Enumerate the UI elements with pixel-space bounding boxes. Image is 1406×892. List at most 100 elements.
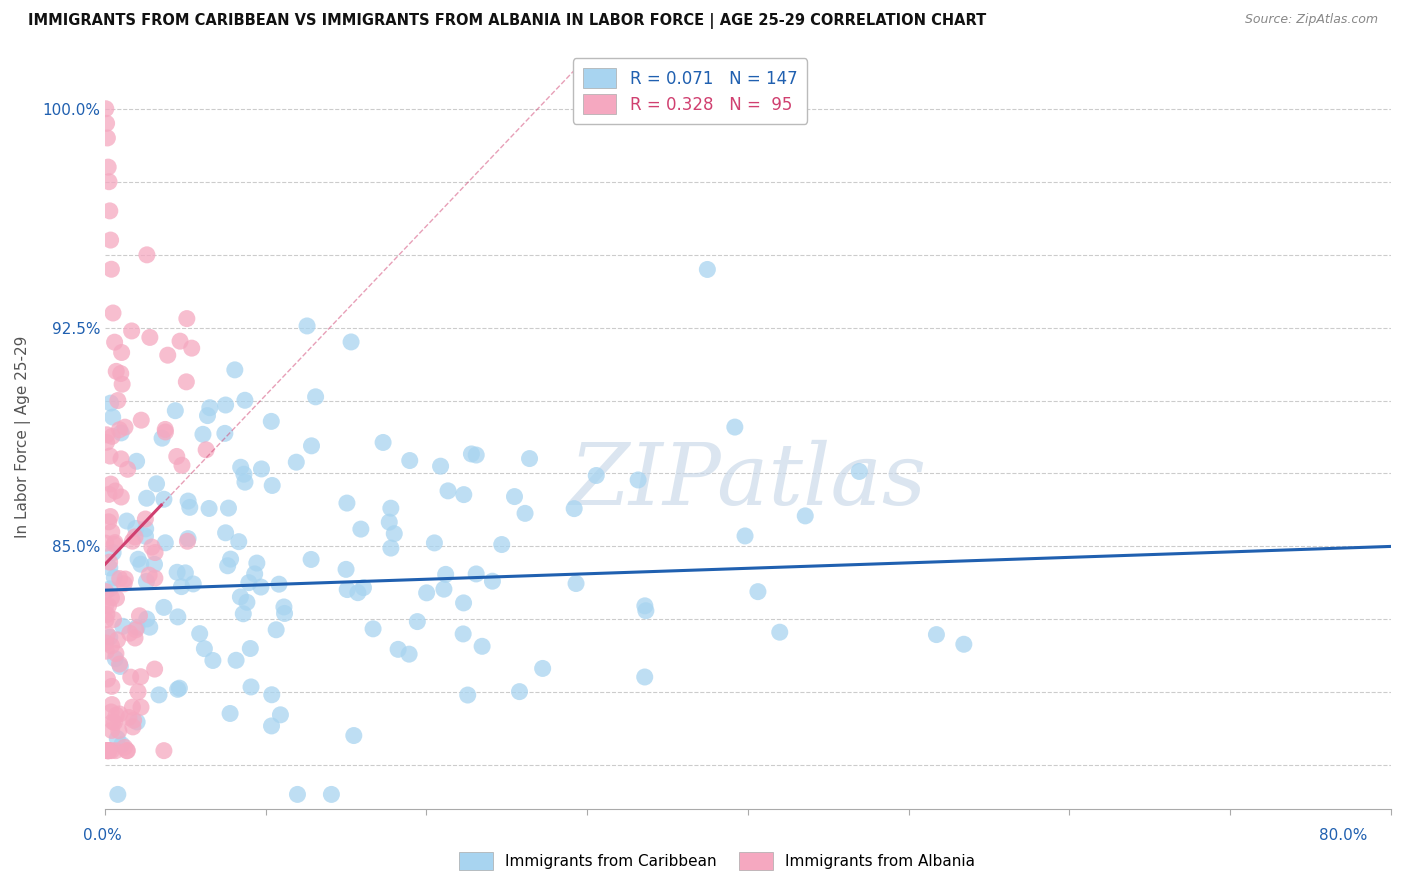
Point [228,534,250,549]
Legend: R = 0.071   N = 147, R = 0.328   N =  95: R = 0.071 N = 147, R = 0.328 N = 95 [574,59,807,124]
Point [101,698,124,712]
Point [97,744,120,758]
Point [110,425,132,440]
Point [127,714,149,729]
Point [115,744,138,758]
Point [198,501,221,516]
Point [155,535,177,549]
Point [103,715,125,730]
Point [94,536,117,550]
Point [104,535,127,549]
Point [562,501,585,516]
Point [460,447,482,461]
Point [347,585,370,599]
Point [301,439,323,453]
Point [236,595,259,609]
Point [125,521,148,535]
Point [267,577,290,591]
Point [238,575,260,590]
Point [100,233,122,247]
Point [143,545,166,559]
Point [769,625,792,640]
Point [321,788,343,802]
Point [218,501,240,516]
Point [100,639,122,653]
Point [127,685,149,699]
Point [264,623,287,637]
Point [100,705,122,719]
Point [96,435,118,450]
Point [848,465,870,479]
Point [135,491,157,506]
Point [115,514,138,528]
Point [96,607,118,622]
Point [166,682,188,697]
Point [98,175,121,189]
Point [382,526,405,541]
Point [465,566,488,581]
Point [124,530,146,544]
Point [380,541,402,555]
Point [124,631,146,645]
Point [110,490,132,504]
Point [269,707,291,722]
Point [111,738,134,752]
Point [273,607,295,621]
Point [225,653,247,667]
Point [503,490,526,504]
Point [97,744,120,758]
Point [122,713,145,727]
Point [108,572,131,586]
Point [214,525,236,540]
Point [177,494,200,508]
Point [153,492,176,507]
Point [96,744,118,758]
Point [153,600,176,615]
Point [143,662,166,676]
Point [153,744,176,758]
Point [104,647,127,661]
Point [139,330,162,344]
Point [513,507,536,521]
Point [243,566,266,581]
Point [229,590,252,604]
Point [94,636,117,650]
Point [100,262,122,277]
Point [380,501,402,516]
Point [353,581,375,595]
Point [696,262,718,277]
Point [148,688,170,702]
Point [217,558,239,573]
Point [98,555,121,569]
Point [96,427,118,442]
Point [219,706,242,721]
Point [453,596,475,610]
Y-axis label: In Labor Force | Age 25-29: In Labor Force | Age 25-29 [15,335,31,538]
Point [398,453,420,467]
Point [104,652,127,666]
Point [156,348,179,362]
Point [295,318,318,333]
Point [224,363,246,377]
Point [108,723,131,738]
Point [794,508,817,523]
Point [125,620,148,634]
Point [378,515,401,529]
Point [233,393,256,408]
Point [114,740,136,755]
Point [135,612,157,626]
Point [98,582,121,596]
Point [129,413,152,427]
Point [260,688,283,702]
Point [336,496,359,510]
Point [114,420,136,434]
Point [139,620,162,634]
Point [198,401,221,415]
Point [471,640,494,654]
Point [100,723,122,738]
Point [508,684,530,698]
Point [361,622,384,636]
Point [118,626,141,640]
Point [108,706,131,721]
Point [121,700,143,714]
